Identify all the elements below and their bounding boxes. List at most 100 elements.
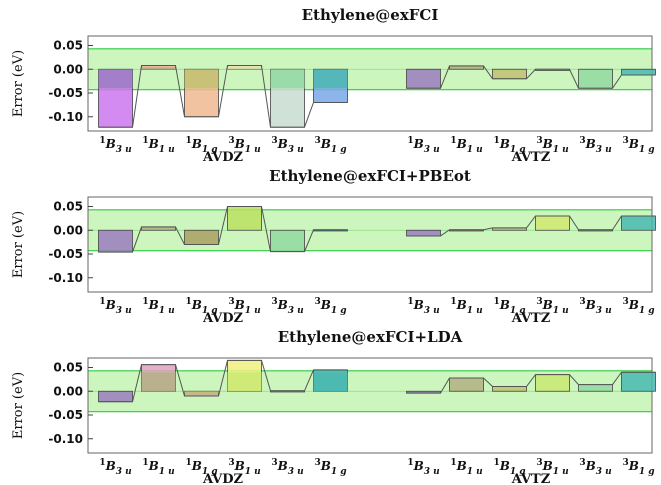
category-symbol: B [234, 459, 245, 473]
category-multiplicity: 1 [99, 458, 105, 468]
group-label: AVTZ [511, 311, 551, 326]
category-subscript: 1 u [245, 306, 261, 316]
category-subscript: 3 u [424, 306, 440, 316]
category-subscript: 1 g [331, 467, 347, 477]
category-multiplicity: 3 [622, 458, 628, 468]
category-symbol: B [628, 459, 639, 473]
category-label: 1B1 g [493, 297, 525, 316]
category-symbol: B [234, 298, 245, 312]
category-label: 3B1 u [228, 297, 261, 316]
category-subscript: 3 u [116, 306, 132, 316]
category-multiplicity: 3 [314, 136, 320, 146]
category-symbol: B [148, 137, 159, 151]
bar-overlay-3 [184, 69, 219, 89]
category-symbol: B [105, 137, 116, 151]
category-symbol: B [456, 459, 467, 473]
y-tick-label: 0.05 [53, 361, 83, 375]
category-label: 1B3 u [99, 458, 132, 477]
category-label: 1B1 u [142, 297, 175, 316]
category-label: 1B1 u [450, 297, 483, 316]
category-multiplicity: 1 [185, 458, 191, 468]
category-symbol: B [542, 298, 553, 312]
category-multiplicity: 1 [493, 458, 499, 468]
category-subscript: 3 u [424, 467, 440, 477]
category-subscript: 3 u [596, 467, 612, 477]
bar-avtz-3 [492, 386, 527, 392]
bar-avtz-6 [621, 215, 656, 231]
connector-line [98, 206, 348, 253]
category-label: 3B1 u [536, 136, 569, 155]
y-tick-label: 0.00 [53, 223, 83, 237]
y-tick-label: 0.05 [53, 200, 83, 214]
bar-avtz-1 [406, 229, 441, 237]
category-subscript: 1 g [510, 467, 526, 477]
category-label: 3B1 u [536, 458, 569, 477]
category-symbol: B [320, 298, 331, 312]
category-label: 3B3 u [271, 136, 304, 155]
category-label: 1B3 u [407, 136, 440, 155]
chart-panel-3: Ethylene@exFCI+LDA 0.05 0.00 -0.05 -0.10 Erro… [11, 328, 656, 485]
category-symbol: B [191, 298, 202, 312]
category-subscript: 1 u [553, 467, 569, 477]
y-axis-label: Error (eV) [11, 372, 26, 439]
category-label: 3B3 u [271, 458, 304, 477]
category-multiplicity: 3 [228, 458, 234, 468]
category-subscript: 1 u [467, 306, 483, 316]
y-tick-label: -0.05 [48, 408, 83, 422]
category-symbol: B [585, 137, 596, 151]
category-symbol: B [105, 298, 116, 312]
category-symbol: B [585, 459, 596, 473]
bar-avdz-1 [98, 390, 133, 403]
category-symbol: B [499, 459, 510, 473]
y-tick-label: -0.05 [48, 247, 83, 261]
category-multiplicity: 3 [579, 297, 585, 307]
bar-avtz-4 [535, 215, 570, 231]
category-multiplicity: 1 [407, 458, 413, 468]
category-label: 1B3 u [407, 458, 440, 477]
category-multiplicity: 1 [142, 297, 148, 307]
category-subscript: 3 u [116, 145, 132, 155]
category-multiplicity: 1 [450, 297, 456, 307]
y-tick-label: 0.00 [53, 62, 83, 76]
plot-frame [87, 196, 653, 293]
category-label: 1B1 g [185, 136, 217, 155]
y-axis-label: Error (eV) [11, 50, 26, 117]
connector-line [98, 359, 348, 403]
category-multiplicity: 1 [493, 297, 499, 307]
category-subscript: 3 u [596, 145, 612, 155]
category-symbol: B [320, 137, 331, 151]
bar-avtz-1 [406, 68, 441, 89]
y-tick-label: -0.05 [48, 86, 83, 100]
category-subscript: 1 g [639, 145, 655, 155]
category-label: 1B1 g [493, 136, 525, 155]
chart-panel-1: Ethylene@exFCI 0.05 0.00 -0.05 -0.10 Error (e… [11, 6, 656, 165]
plot-frame [87, 357, 653, 454]
category-subscript: 1 g [331, 306, 347, 316]
category-symbol: B [148, 298, 159, 312]
bar-overlay-6 [313, 372, 348, 392]
category-multiplicity: 1 [142, 136, 148, 146]
category-multiplicity: 1 [185, 136, 191, 146]
category-multiplicity: 3 [536, 297, 542, 307]
category-multiplicity: 1 [450, 458, 456, 468]
bar-overlay-4 [227, 67, 262, 70]
category-symbol: B [542, 459, 553, 473]
bar-avtz-4 [535, 374, 570, 392]
category-subscript: 1 u [553, 145, 569, 155]
connector-line [406, 215, 656, 237]
category-subscript: 1 u [245, 145, 261, 155]
category-subscript: 1 g [510, 306, 526, 316]
bar-overlay-3 [184, 391, 219, 394]
category-subscript: 1 g [331, 145, 347, 155]
bar-avtz-3 [492, 68, 527, 80]
category-multiplicity: 1 [450, 136, 456, 146]
category-multiplicity: 1 [407, 297, 413, 307]
category-multiplicity: 3 [622, 297, 628, 307]
connector-line [406, 65, 656, 89]
chart-panel-2: Ethylene@exFCI+PBEot 0.05 0.00 -0.05 -0.10 Er… [11, 167, 656, 326]
category-multiplicity: 3 [536, 458, 542, 468]
bar-overlay-4 [227, 372, 262, 392]
bar-overlay-1 [98, 69, 133, 89]
category-subscript: 1 g [510, 145, 526, 155]
